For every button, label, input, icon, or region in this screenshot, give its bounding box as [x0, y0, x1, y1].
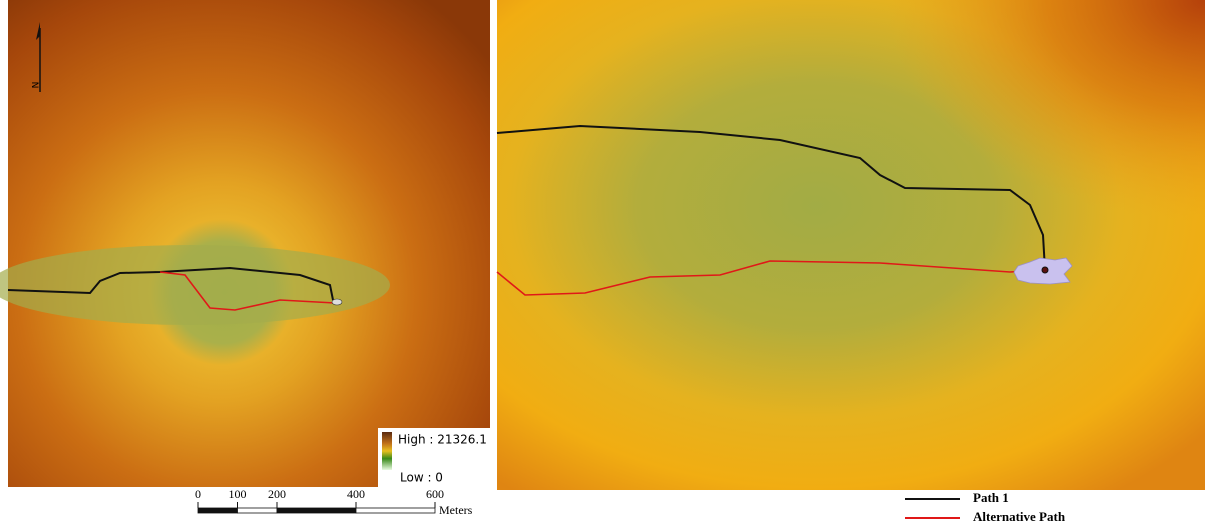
overview-map: N High : 21326.1 Low : 0	[0, 0, 490, 487]
scale-label: 400	[347, 487, 365, 501]
elevation-raster	[8, 0, 490, 487]
scale-label: 200	[268, 487, 286, 501]
scale-segment	[277, 508, 356, 513]
scale-label: 600	[426, 487, 444, 501]
page: {"north_arrow": {"label": "N"}, "raster_…	[0, 0, 1205, 526]
valley-band	[0, 245, 390, 325]
legend-label: Alternative Path	[973, 509, 1066, 524]
scale-bar: 0 100 200 400 600 Meters	[195, 487, 473, 517]
color-ramp	[382, 432, 392, 470]
elevation-raster-high	[497, 0, 1205, 490]
path-legend: Path 1 Alternative Path	[905, 490, 1066, 524]
scale-unit: Meters	[439, 503, 473, 517]
high-label: High : 21326.1	[398, 433, 487, 447]
scale-segment	[238, 508, 278, 513]
scale-segment	[356, 508, 435, 513]
figure: N High : 21326.1 Low : 0 0 100 200 400 600 Me…	[0, 0, 1205, 526]
endpoint	[1042, 267, 1048, 273]
scale-segment	[198, 508, 238, 513]
legend-label: Path 1	[973, 490, 1009, 505]
detail-map	[497, 0, 1205, 490]
north-label: N	[32, 82, 42, 89]
scale-label: 100	[229, 487, 247, 501]
scale-label: 0	[195, 487, 201, 501]
target-area	[332, 299, 342, 305]
low-label: Low : 0	[400, 471, 443, 485]
